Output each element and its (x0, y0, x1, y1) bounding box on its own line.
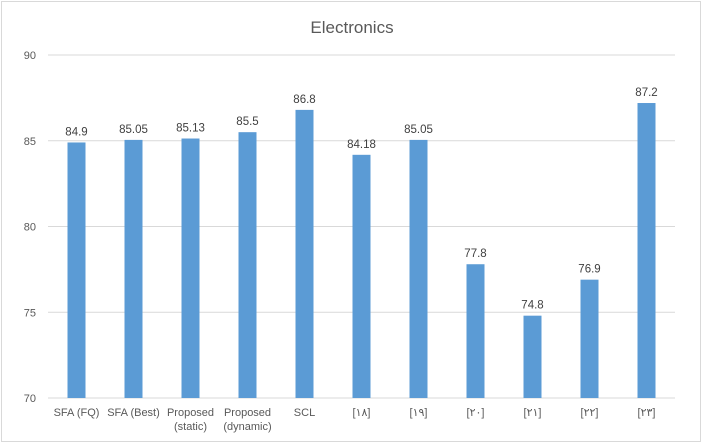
bar (238, 132, 257, 399)
bar (181, 138, 200, 398)
data-label: 84.9 (65, 126, 87, 138)
x-tick-label: Proposed (167, 407, 214, 419)
x-tick-label: [۲۱] (524, 407, 542, 419)
data-labels: 84.9 85.05 85.13 85.5 86.8 84.18 85.05 77.8 74.8… (65, 87, 657, 312)
x-tick-label: SFA (FQ) (54, 407, 100, 419)
chart-title: Electronics (310, 18, 393, 37)
bar (466, 264, 485, 398)
x-tick-label: Proposed (224, 407, 271, 419)
data-label: 86.8 (293, 94, 315, 106)
y-tick-label: 85 (24, 136, 36, 148)
data-label: 87.2 (635, 87, 657, 99)
data-label: 85.5 (236, 116, 258, 128)
bar (124, 139, 143, 398)
bar (580, 279, 599, 398)
data-label: 85.05 (119, 124, 148, 136)
bar (67, 142, 86, 398)
data-label: 85.13 (176, 123, 205, 135)
bars (67, 103, 656, 399)
data-label: 85.05 (404, 124, 433, 136)
x-tick-label: SFA (Best) (107, 407, 160, 419)
x-axis-tick-labels: SFA (FQ) SFA (Best) Proposed (static) Propos… (54, 407, 656, 433)
y-tick-label: 90 (24, 50, 36, 62)
bar (523, 315, 542, 398)
data-label: 74.8 (521, 300, 543, 312)
data-label: 77.8 (464, 248, 486, 260)
x-tick-label: (dynamic) (223, 421, 271, 433)
bar (637, 103, 656, 399)
bar (409, 139, 428, 398)
x-tick-label: [۱۹] (410, 407, 428, 419)
x-tick-label: [۲۳] (638, 407, 656, 419)
x-tick-label: [۲۲] (581, 407, 599, 419)
data-label: 76.9 (578, 264, 600, 276)
data-label: 84.18 (347, 139, 376, 151)
bar (295, 109, 314, 398)
bar (352, 154, 371, 398)
x-tick-label: [۲۰] (467, 407, 485, 419)
y-tick-label: 75 (24, 307, 36, 319)
y-tick-label: 80 (24, 222, 36, 234)
y-tick-label: 70 (24, 393, 36, 405)
x-tick-label: SCL (294, 407, 315, 419)
x-tick-label: [۱۸] (353, 407, 371, 419)
x-tick-label: (static) (174, 421, 207, 433)
y-axis-tick-labels: 70 75 80 85 90 (24, 50, 36, 405)
